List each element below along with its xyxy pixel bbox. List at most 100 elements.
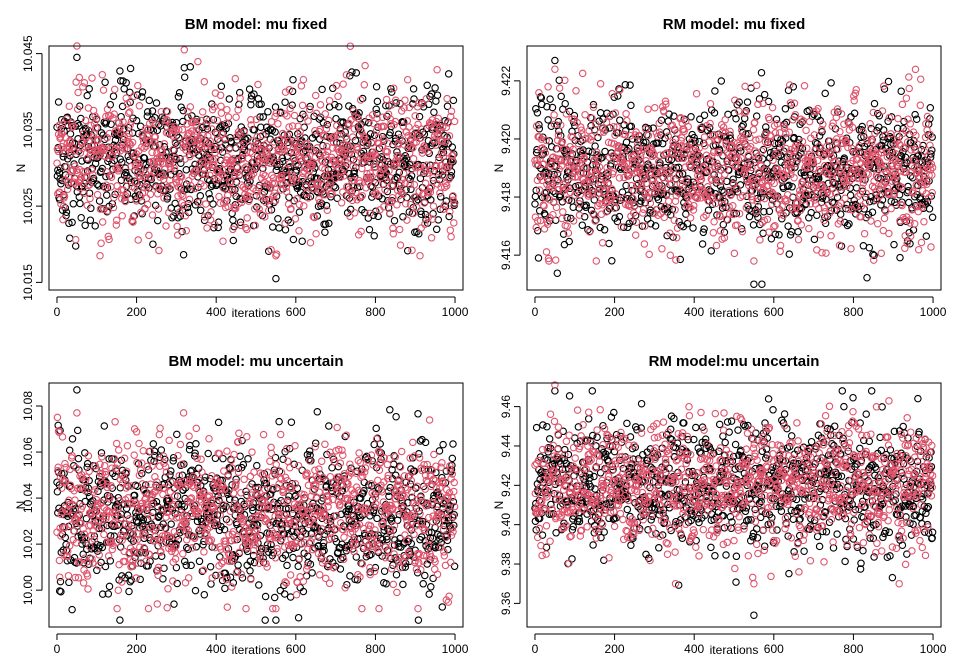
- data-point: [313, 408, 322, 416]
- data-point: [678, 170, 687, 178]
- data-point: [417, 134, 425, 142]
- data-point: [210, 220, 219, 229]
- data-point: [167, 520, 175, 528]
- data-point: [199, 131, 207, 140]
- data-point: [284, 200, 293, 208]
- data-point: [399, 190, 407, 199]
- data-point: [272, 616, 280, 624]
- data-point: [282, 166, 290, 174]
- data-point: [589, 100, 598, 109]
- data-point: [790, 133, 798, 142]
- data-point: [170, 164, 179, 173]
- data-point: [419, 580, 427, 588]
- data-point: [399, 118, 408, 126]
- data-point: [418, 100, 426, 108]
- data-point: [65, 234, 74, 242]
- data-point: [268, 223, 277, 231]
- data-point: [221, 134, 230, 143]
- data-point: [321, 228, 329, 236]
- data-point: [760, 207, 768, 216]
- data-point: [709, 228, 718, 237]
- data-point: [323, 142, 331, 151]
- data-point: [531, 200, 539, 208]
- data-point: [622, 181, 630, 190]
- data-point: [572, 87, 580, 95]
- data-point: [700, 225, 708, 233]
- data-point: [161, 153, 170, 161]
- data-point: [186, 63, 195, 71]
- data-point: [97, 129, 106, 137]
- data-point: [325, 219, 333, 228]
- data-point: [99, 86, 108, 94]
- data-point: [406, 180, 414, 189]
- data-point: [253, 461, 261, 470]
- data-point: [239, 149, 247, 157]
- data-point: [446, 112, 455, 121]
- data-point: [427, 196, 435, 204]
- data-point: [213, 180, 221, 188]
- data-point: [278, 129, 287, 138]
- data-point: [93, 114, 101, 123]
- data-point: [190, 117, 198, 125]
- data-point: [178, 227, 186, 236]
- data-point: [149, 240, 157, 248]
- data-point: [821, 89, 829, 98]
- data-point: [869, 108, 878, 117]
- data-point: [251, 162, 260, 171]
- data-point: [81, 168, 89, 176]
- data-point: [271, 197, 280, 205]
- data-point: [77, 213, 85, 222]
- data-point: [213, 116, 222, 125]
- data-point: [304, 194, 313, 202]
- data-point: [370, 232, 378, 240]
- data-point: [372, 189, 380, 197]
- data-point: [399, 580, 407, 589]
- data-point: [438, 123, 447, 131]
- data-point: [55, 121, 64, 129]
- data-point: [788, 183, 796, 191]
- data-points: [531, 56, 937, 288]
- data-point: [345, 119, 353, 128]
- data-point: [290, 111, 299, 120]
- data-point: [247, 121, 255, 129]
- data-point: [77, 114, 85, 123]
- data-point: [447, 232, 455, 241]
- data-point: [410, 95, 418, 103]
- data-point: [98, 218, 107, 226]
- data-point: [86, 194, 94, 203]
- data-point: [366, 209, 374, 218]
- data-point: [786, 231, 795, 239]
- data-point: [407, 165, 416, 174]
- data-point: [584, 147, 593, 156]
- data-point: [203, 224, 211, 232]
- data-point: [774, 139, 783, 148]
- data-point: [710, 109, 719, 117]
- data-point: [140, 154, 149, 162]
- data-point: [251, 205, 259, 213]
- data-point: [402, 154, 411, 163]
- data-point: [209, 115, 218, 124]
- data-point: [397, 179, 405, 188]
- data-point: [841, 194, 849, 203]
- data-point: [410, 181, 419, 189]
- data-point: [229, 216, 237, 224]
- data-point: [62, 163, 71, 171]
- data-point: [419, 189, 428, 198]
- data-point: [60, 192, 69, 200]
- data-point: [334, 92, 342, 101]
- data-point: [662, 128, 671, 136]
- data-point: [440, 201, 449, 210]
- data-point: [116, 616, 124, 624]
- data-point: [765, 228, 773, 236]
- data-point: [370, 131, 379, 140]
- data-point: [175, 89, 184, 97]
- data-point: [348, 133, 357, 141]
- data-point: [140, 144, 148, 152]
- data-point: [255, 205, 263, 213]
- data-point: [439, 205, 447, 214]
- data-point: [126, 121, 134, 129]
- data-point: [75, 122, 83, 130]
- data-point: [341, 128, 349, 136]
- data-point: [668, 205, 677, 214]
- data-point: [546, 95, 554, 103]
